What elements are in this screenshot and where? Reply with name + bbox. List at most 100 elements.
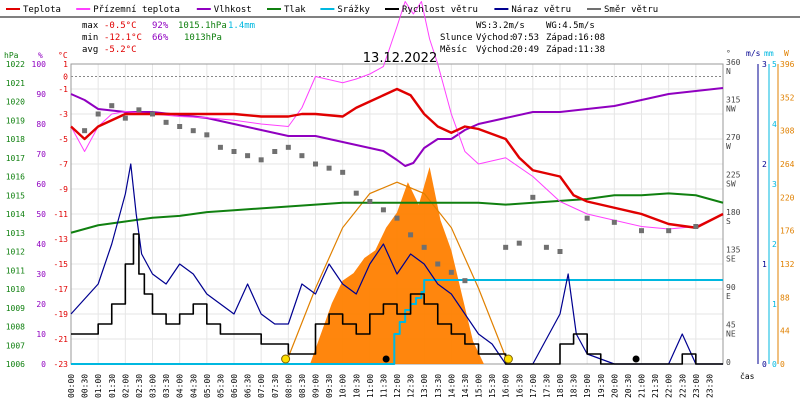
deg-tick: 270 [726, 133, 741, 142]
mm-tick: 2 [772, 240, 777, 249]
legend-item: Náraz větru [494, 5, 571, 15]
deg-tick: 315 [726, 96, 741, 105]
legend-label: Teplota [23, 5, 61, 15]
wind-direction-point [109, 103, 115, 109]
ms-tick: 0 [762, 360, 767, 369]
wind-direction-point [543, 244, 549, 250]
solar-radiation-area [310, 167, 484, 364]
time-tick: 11:00 [366, 374, 375, 398]
ms-tick: 1 [762, 260, 767, 269]
legend-label: Tlak [284, 5, 306, 15]
time-tick: 22:00 [665, 374, 674, 398]
stat-max-label: max [82, 21, 99, 31]
dir-tick: SE [726, 255, 736, 264]
c-tick: -5 [58, 135, 68, 144]
wind-direction-point [462, 278, 468, 284]
time-tick: 14:30 [461, 374, 470, 398]
time-tick: 17:00 [529, 374, 538, 398]
c-tick: -1 [58, 85, 68, 94]
wind-direction-point [408, 232, 414, 238]
legend-label: Náraz větru [511, 5, 571, 15]
moonrise-marker [632, 355, 640, 363]
w-tick: 44 [780, 327, 790, 336]
pct-axis-title: % [38, 51, 43, 60]
moon-rise-label: Východ: [476, 45, 514, 55]
wind-direction-point [258, 157, 264, 163]
deg-tick: 225 [726, 171, 741, 180]
moonrise-time: 20:49 [512, 45, 539, 55]
c-tick: -21 [54, 335, 69, 344]
time-tick: 16:00 [502, 374, 511, 398]
chart-title: 13.12.2022 [363, 51, 437, 66]
pct-tick: 0 [41, 360, 46, 369]
wind-direction-point [380, 207, 386, 213]
pct-tick: 10 [36, 330, 46, 339]
hpa-tick: 1021 [6, 79, 25, 88]
pct-tick: 60 [36, 180, 46, 189]
solar-area [285, 167, 509, 365]
c-tick: -19 [54, 310, 69, 319]
c-tick: -15 [54, 260, 69, 269]
legend-label: Přízemní teplota [93, 5, 180, 15]
deg-tick: 360 [726, 58, 741, 67]
deg-tick: 180 [726, 208, 741, 217]
hpa-tick: 1008 [6, 323, 25, 332]
hpa-tick: 1020 [6, 98, 25, 107]
c-tick: -11 [54, 210, 69, 219]
hpa-tick: 1011 [6, 266, 25, 275]
time-tick: 18:00 [556, 374, 565, 398]
legend-label: Rychlost větru [402, 5, 478, 15]
wind-direction-point [163, 119, 169, 125]
wind-direction-point [367, 199, 373, 204]
c-tick: -17 [54, 285, 69, 294]
time-tick: 22:30 [678, 374, 687, 398]
sun-rise-label: Východ: [476, 33, 514, 43]
dir-tick: W [726, 142, 731, 151]
w-tick: 220 [780, 193, 795, 202]
series-teplota [70, 87, 724, 229]
ms-tick: 2 [762, 160, 767, 169]
sunset-time: 16:08 [578, 33, 605, 43]
hpa-tick: 1007 [6, 341, 25, 350]
wind-direction-point [611, 219, 617, 225]
series-vlhkost [70, 87, 724, 167]
w-tick: 396 [780, 60, 795, 69]
pct-tick: 50 [36, 210, 46, 219]
dir-tick: E [726, 292, 731, 301]
axes: 1022102110201019101810171016101510141013… [4, 49, 795, 398]
hpa-tick: 1009 [6, 304, 25, 313]
series-rychlost-vetru [71, 233, 723, 365]
stat-avg-temp: -5.2°C [104, 45, 137, 55]
wind-direction-point [448, 269, 454, 275]
wind-direction-point [122, 115, 128, 121]
stat-max-hum: 92% [152, 21, 169, 31]
legend-item: Teplota [6, 5, 61, 15]
legend-label: Vlhkost [214, 5, 252, 15]
c-tick: -23 [54, 360, 69, 369]
time-tick: 07:30 [271, 374, 280, 398]
stat-avg-label: avg [82, 45, 98, 55]
time-tick: 20:30 [624, 374, 633, 398]
pct-tick: 100 [32, 60, 47, 69]
dir-tick: NW [726, 105, 736, 114]
stat-min-label: min [82, 33, 98, 43]
stat-max-temp: -0.5°C [104, 21, 137, 31]
wind-direction-point [326, 165, 332, 171]
time-tick: 06:00 [230, 374, 239, 398]
pct-tick: 70 [36, 150, 46, 159]
hpa-tick: 1013 [6, 229, 25, 238]
time-tick: 03:00 [149, 374, 158, 398]
legend-item: Tlak [267, 5, 306, 15]
wind-direction-point [639, 228, 644, 234]
moonset-time: 11:38 [578, 45, 605, 55]
time-tick: 20:00 [610, 374, 619, 398]
wind-direction-point [394, 215, 400, 221]
time-axis-label: čas [740, 371, 755, 381]
time-tick: 23:30 [705, 374, 714, 398]
stat-wg: WG:4.5m/s [546, 21, 595, 31]
time-tick: 02:00 [121, 374, 130, 398]
time-tick: 09:30 [325, 374, 334, 398]
wind-direction-point [272, 149, 278, 154]
